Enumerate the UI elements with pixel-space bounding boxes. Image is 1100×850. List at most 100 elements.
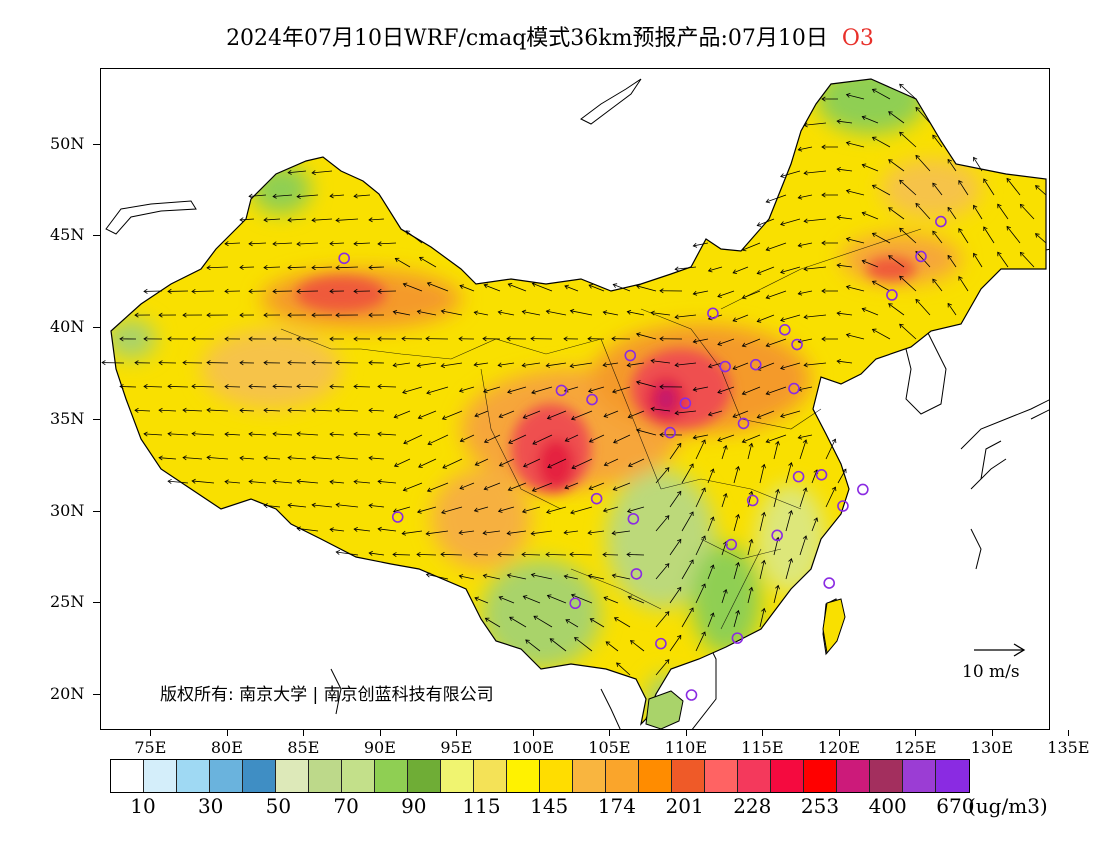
wind-arrow bbox=[329, 288, 345, 294]
wind-arrow bbox=[888, 111, 905, 124]
wind-arrow bbox=[973, 156, 983, 172]
wind-arrow bbox=[287, 169, 307, 175]
wind-arrow bbox=[546, 410, 567, 420]
wind-arrow bbox=[741, 386, 761, 396]
wind-arrow bbox=[997, 203, 1009, 220]
wind-arrow bbox=[530, 530, 553, 536]
wind-arrow bbox=[759, 559, 767, 580]
wind-arrow bbox=[191, 336, 215, 342]
species-label: O3 bbox=[841, 26, 874, 51]
wind-arrow bbox=[803, 314, 827, 320]
wind-arrow bbox=[613, 434, 631, 444]
lat-label-40n: 40N bbox=[50, 317, 85, 336]
wind-arrow bbox=[403, 434, 423, 445]
wind-arrow bbox=[425, 336, 449, 342]
wind-arrow bbox=[871, 88, 891, 100]
wind-arrow bbox=[530, 336, 553, 342]
wind-arrow bbox=[368, 455, 385, 461]
wind-arrow bbox=[353, 193, 371, 199]
wind-arrow bbox=[915, 202, 931, 220]
wind-arrow bbox=[272, 336, 293, 342]
wind-arrow bbox=[899, 227, 917, 244]
wind-reference-arrow bbox=[974, 643, 1026, 657]
wind-arrow bbox=[973, 204, 983, 220]
wind-arrow bbox=[263, 455, 281, 461]
wind-arrow bbox=[335, 455, 359, 460]
wind-arrow bbox=[947, 254, 957, 268]
wind-arrow bbox=[836, 215, 853, 220]
colorbar-swatch bbox=[705, 760, 738, 792]
wind-arrow bbox=[440, 309, 463, 316]
lon-tick bbox=[303, 730, 305, 736]
wind-arrow bbox=[958, 180, 969, 196]
wind-arrow bbox=[416, 309, 437, 316]
wind-arrow bbox=[932, 278, 943, 292]
wind-arrow bbox=[484, 617, 501, 628]
wind-arrow bbox=[272, 383, 293, 389]
wind-arrow bbox=[692, 386, 709, 392]
city-station-marker bbox=[725, 538, 738, 551]
wind-arrow bbox=[167, 336, 189, 342]
wind-arrow bbox=[296, 241, 319, 247]
wind-arrow bbox=[335, 360, 359, 366]
wind-arrow bbox=[899, 131, 917, 148]
wind-arrow bbox=[287, 312, 307, 318]
wind-arrow bbox=[695, 535, 706, 556]
wind-arrow bbox=[692, 338, 709, 344]
wind-arrow bbox=[224, 336, 241, 342]
city-station-marker bbox=[791, 338, 803, 351]
colorbar-swatch bbox=[804, 760, 837, 792]
wind-arrow bbox=[707, 468, 715, 484]
colorbar-label: 400 bbox=[868, 794, 907, 818]
colorbar-swatch bbox=[144, 760, 177, 792]
wind-arrow bbox=[825, 438, 837, 460]
city-station-marker bbox=[746, 494, 759, 507]
wind-arrow bbox=[692, 242, 709, 248]
wind-arrow bbox=[605, 641, 619, 652]
wind-arrow bbox=[248, 384, 267, 389]
map-frame bbox=[100, 68, 1050, 730]
wind-arrow bbox=[899, 179, 917, 196]
wind-arrow bbox=[732, 314, 749, 323]
wind-arrow bbox=[417, 506, 437, 514]
wind-arrow bbox=[741, 242, 761, 252]
wind-arrow bbox=[119, 336, 137, 342]
wind-arrow bbox=[368, 407, 385, 413]
wind-arrow bbox=[353, 288, 371, 294]
city-station-marker bbox=[719, 360, 731, 373]
lon-label-75e: 75E bbox=[134, 738, 167, 757]
city-station-marker bbox=[886, 289, 898, 301]
lat-label-30n: 30N bbox=[50, 500, 85, 520]
wind-arrow bbox=[570, 506, 593, 515]
wind-arrow bbox=[695, 583, 706, 604]
wind-arrow bbox=[248, 336, 267, 342]
wind-arrow bbox=[377, 479, 397, 485]
wind-arrow bbox=[589, 618, 605, 628]
wind-arrow bbox=[732, 266, 749, 275]
wind-arrow bbox=[458, 530, 475, 536]
city-station-marker bbox=[788, 382, 800, 395]
wind-arrow bbox=[569, 308, 593, 316]
wind-arrow bbox=[611, 573, 631, 580]
wind-arrow bbox=[239, 312, 255, 318]
city-station-marker bbox=[555, 384, 568, 397]
city-station-marker bbox=[792, 470, 805, 483]
wind-arrow bbox=[669, 538, 682, 556]
wind-arrow bbox=[861, 115, 879, 124]
wind-arrow bbox=[329, 241, 345, 247]
wind-arrow bbox=[101, 360, 125, 366]
wind-arrow bbox=[765, 386, 787, 396]
colorbar-swatch bbox=[738, 760, 771, 792]
city-station-marker bbox=[391, 511, 404, 523]
wind-arrow bbox=[440, 362, 463, 369]
colorbar-label: 228 bbox=[733, 794, 772, 818]
wind-arrow bbox=[402, 282, 423, 292]
wind-arrow bbox=[545, 362, 567, 368]
lon-label-100e: 100E bbox=[511, 738, 554, 757]
wind-arrow bbox=[958, 276, 969, 292]
wind-arrow bbox=[377, 336, 397, 342]
wind-arrow bbox=[932, 134, 943, 148]
colorbar-label: 145 bbox=[530, 794, 569, 818]
colorbar-swatch bbox=[210, 760, 243, 792]
colorbar-swatch bbox=[111, 760, 144, 792]
